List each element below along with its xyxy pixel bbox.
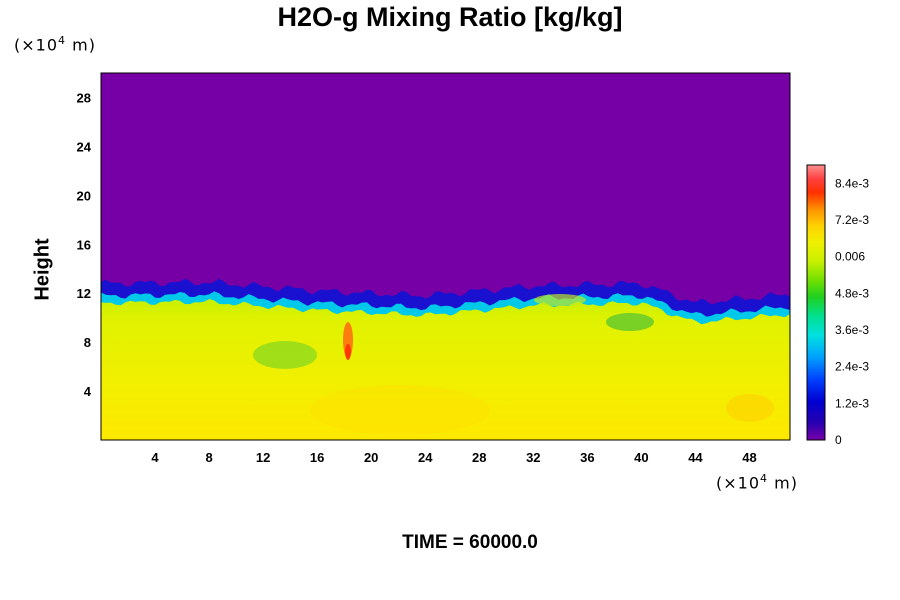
- colorbar-tick-label: 4.8e-3: [835, 286, 869, 300]
- y-tick-label: 4: [84, 384, 92, 399]
- x-tick-label: 16: [310, 450, 324, 465]
- y-axis-unit: (×104 m): [14, 34, 96, 54]
- x-unit-suffix: m): [768, 473, 798, 493]
- green-eddy-1: [253, 341, 317, 369]
- x-tick-label: 36: [580, 450, 594, 465]
- colorbar-tick-label: 2.4e-3: [835, 360, 869, 374]
- x-tick-label: 40: [634, 450, 648, 465]
- x-tick-label: 4: [151, 450, 159, 465]
- colorbar: [806, 164, 826, 441]
- x-axis-unit: (×104 m): [716, 472, 798, 492]
- y-tick-label: 20: [77, 188, 91, 203]
- colorbar-tick-label: 1.2e-3: [835, 396, 869, 410]
- y-unit-exponent: 4: [58, 34, 67, 47]
- green-eddy-3: [534, 294, 586, 306]
- y-tick-label: 24: [77, 139, 92, 154]
- y-tick-label: 8: [84, 335, 91, 350]
- y-unit-suffix: m): [66, 35, 96, 55]
- y-unit-prefix: (×10: [14, 35, 59, 55]
- field-group: [101, 73, 790, 440]
- y-tick-label: 16: [77, 237, 91, 252]
- moist-air-region: [101, 299, 790, 440]
- plot-frame: [100, 72, 791, 441]
- colorbar-tick-label: 0: [835, 433, 842, 447]
- x-tick-label: 12: [256, 450, 270, 465]
- x-unit-prefix: (×10: [716, 473, 761, 493]
- warm-blob: [726, 394, 774, 422]
- colorbar-tick-label: 8.4e-3: [835, 176, 869, 190]
- x-tick-label: 32: [526, 450, 540, 465]
- y-tick-label: 28: [77, 90, 91, 105]
- time-label: TIME = 60000.0: [402, 532, 538, 553]
- x-tick-label: 48: [742, 450, 756, 465]
- colorbar-tick-label: 7.2e-3: [835, 213, 869, 227]
- x-tick-label: 44: [688, 450, 703, 465]
- colorbar-tick-label: 0.006: [835, 250, 865, 264]
- green-eddy-2: [606, 313, 654, 331]
- x-unit-exponent: 4: [760, 472, 769, 485]
- colorbar-tick-labels: 0 1.2e-3 2.4e-3 3.6e-3 4.8e-3 0.006 7.2e-3 8.4e…: [835, 176, 869, 447]
- y-tick-label: 12: [77, 286, 91, 301]
- x-tick-label: 24: [418, 450, 433, 465]
- red-plume-core: [345, 344, 351, 360]
- x-tick-label: 28: [472, 450, 486, 465]
- chart-title: H2O-g Mixing Ratio [kg/kg]: [277, 2, 623, 32]
- x-tick-label: 20: [364, 450, 378, 465]
- y-tick-labels: 4 8 12 16 20 24 28: [77, 90, 92, 399]
- colorbar-tick-label: 3.6e-3: [835, 323, 869, 337]
- lower-moist-blob: [310, 385, 490, 435]
- x-tick-labels: 4 8 12 16 20 24 28 32 36 40 44 48: [151, 450, 756, 465]
- x-tick-label: 8: [205, 450, 212, 465]
